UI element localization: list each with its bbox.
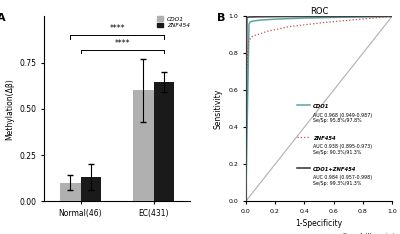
- Legend: CDO1, ZNF454: CDO1, ZNF454: [157, 16, 190, 28]
- X-axis label: 1-Specificity: 1-Specificity: [295, 219, 342, 228]
- Text: Figure 1. Wang, et al.: Figure 1. Wang, et al.: [343, 233, 395, 234]
- Title: ROC: ROC: [310, 7, 328, 16]
- Bar: [60, 183, 80, 201]
- Text: ****: ****: [114, 39, 130, 48]
- Text: ZNF454: ZNF454: [313, 136, 336, 141]
- Y-axis label: Methylation(Δβ): Methylation(Δβ): [5, 78, 14, 140]
- Text: B: B: [216, 13, 225, 23]
- Text: AUC 0.968 (0.949-0.987)
Se/Sp: 95.8%/97.8%: AUC 0.968 (0.949-0.987) Se/Sp: 95.8%/97.…: [313, 113, 372, 123]
- Bar: [80, 177, 101, 201]
- Text: ****: ****: [109, 24, 125, 33]
- Text: A: A: [0, 13, 6, 23]
- Bar: [133, 90, 154, 201]
- Y-axis label: Sensitivity: Sensitivity: [214, 89, 223, 129]
- Bar: [154, 82, 174, 201]
- Text: AUC 0.984 (0.957-0.998)
Se/Sp: 99.3%/91.3%: AUC 0.984 (0.957-0.998) Se/Sp: 99.3%/91.…: [313, 175, 372, 186]
- Text: AUC 0.938 (0.895-0.973)
Se/Sp: 90.3%/91.3%: AUC 0.938 (0.895-0.973) Se/Sp: 90.3%/91.…: [313, 144, 372, 155]
- Text: CDO1+ZNF454: CDO1+ZNF454: [313, 167, 356, 172]
- Text: CDO1: CDO1: [313, 104, 330, 109]
